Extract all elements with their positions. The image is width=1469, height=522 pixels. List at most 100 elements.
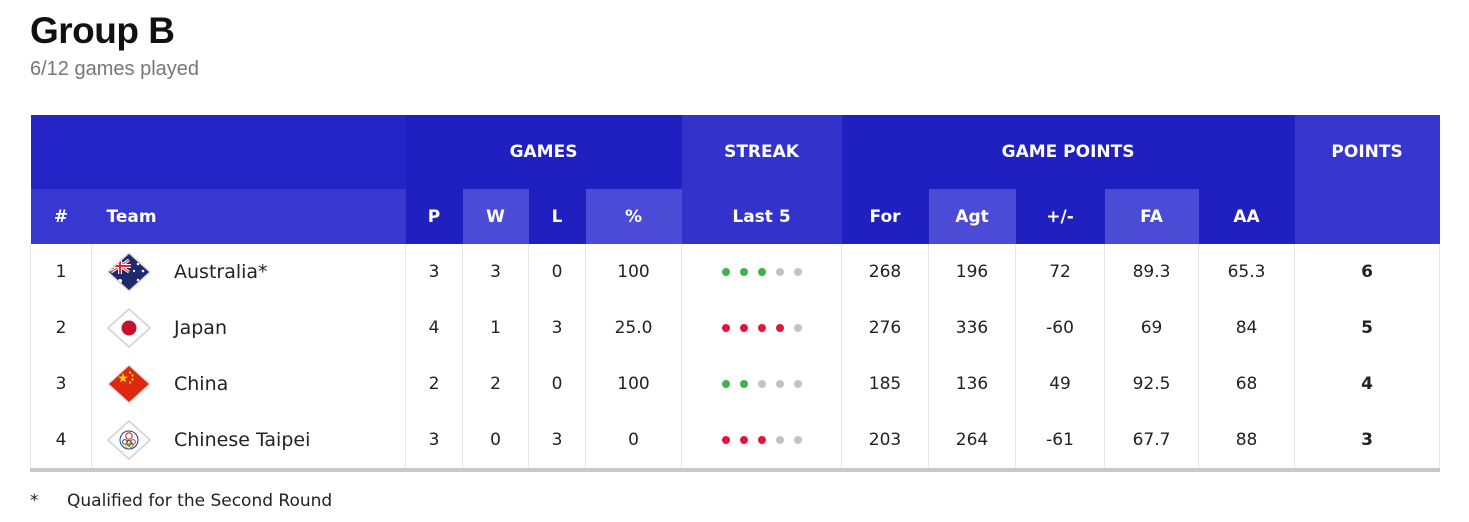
table-row[interactable]: 4 Chinese Taipei 3 0: [30, 412, 1441, 470]
points-against-cell: 336: [928, 300, 1017, 356]
win-dot: [721, 380, 730, 388]
loss-dot: [739, 436, 748, 444]
col-last5[interactable]: Last 5: [681, 189, 842, 244]
point-diff-cell: 72: [1015, 244, 1106, 300]
points-against-cell: 264: [928, 412, 1017, 470]
played-cell: 3: [405, 412, 463, 470]
rank-cell: 1: [30, 244, 92, 300]
points-against-cell: 136: [928, 356, 1017, 412]
wins-cell: 1: [462, 300, 529, 356]
rank-cell: 2: [30, 300, 92, 356]
standings-table: GAMES STREAK GAME POINTS POINTS # Team P…: [30, 115, 1441, 472]
col-points-for[interactable]: For: [841, 189, 929, 244]
unplayed-dot: [757, 380, 766, 388]
header-group-points: POINTS: [1294, 115, 1440, 189]
streak-cell: [681, 244, 843, 300]
win-dot: [739, 268, 748, 276]
header-group-row: GAMES STREAK GAME POINTS POINTS: [30, 115, 1440, 189]
table-row[interactable]: 3 China 2 2 0 100: [30, 356, 1441, 412]
team-name[interactable]: Chinese Taipei: [174, 429, 311, 451]
unplayed-dot: [793, 324, 802, 332]
chinese-taipei-flag-icon: [107, 420, 151, 460]
games-played-subtitle: 6/12 games played: [30, 58, 200, 80]
header-group-game-points: GAME POINTS: [841, 115, 1295, 189]
losses-cell: 3: [528, 300, 586, 356]
played-cell: 3: [405, 244, 463, 300]
footnote-marker: *: [30, 491, 39, 511]
col-point-diff[interactable]: +/-: [1015, 189, 1105, 244]
aa-cell: 84: [1198, 300, 1296, 356]
australia-flag-icon: [107, 252, 151, 292]
col-wins[interactable]: W: [462, 189, 529, 244]
col-fa[interactable]: FA: [1104, 189, 1199, 244]
point-diff-cell: -61: [1015, 412, 1106, 470]
rank-cell: 4: [30, 412, 92, 470]
wins-cell: 2: [462, 356, 529, 412]
rank-cell: 3: [30, 356, 92, 412]
point-diff-cell: 49: [1015, 356, 1106, 412]
col-win-pct[interactable]: %: [585, 189, 682, 244]
unplayed-dot: [793, 380, 802, 388]
table-row[interactable]: 1: [30, 244, 1441, 300]
win-pct-cell: 25.0: [585, 300, 683, 356]
col-rank[interactable]: #: [30, 189, 92, 244]
wins-cell: 0: [462, 412, 529, 470]
header-group-streak: STREAK: [681, 115, 842, 189]
fa-cell: 69: [1104, 300, 1200, 356]
win-pct-cell: 0: [585, 412, 683, 470]
aa-cell: 88: [1198, 412, 1296, 470]
loss-dot: [721, 324, 730, 332]
fa-cell: 67.7: [1104, 412, 1200, 470]
unplayed-dot: [793, 268, 802, 276]
loss-dot: [721, 436, 730, 444]
team-cell[interactable]: China: [91, 356, 406, 412]
streak-dots: [682, 324, 841, 332]
streak-dots: [682, 268, 841, 276]
aa-cell: 65.3: [1198, 244, 1296, 300]
fa-cell: 92.5: [1104, 356, 1200, 412]
fa-cell: 89.3: [1104, 244, 1200, 300]
china-flag-icon: [107, 364, 151, 404]
points-cell: 3: [1294, 412, 1441, 470]
streak-cell: [681, 356, 843, 412]
points-for-cell: 268: [841, 244, 930, 300]
header-column-row: # Team P W L % Last 5 For Agt +/- FA AA: [30, 189, 1440, 244]
streak-cell: [681, 412, 843, 470]
aa-cell: 68: [1198, 356, 1296, 412]
loss-dot: [757, 324, 766, 332]
header-group-games: GAMES: [405, 115, 682, 189]
points-for-cell: 276: [841, 300, 930, 356]
unplayed-dot: [793, 436, 802, 444]
streak-dots: [682, 436, 841, 444]
col-points-against[interactable]: Agt: [928, 189, 1016, 244]
team-cell[interactable]: Chinese Taipei: [91, 412, 406, 470]
col-losses[interactable]: L: [528, 189, 586, 244]
unplayed-dot: [775, 380, 784, 388]
point-diff-cell: -60: [1015, 300, 1106, 356]
header-blank: [30, 115, 406, 189]
points-cell: 6: [1294, 244, 1441, 300]
streak-cell: [681, 300, 843, 356]
streak-dots: [682, 380, 841, 388]
losses-cell: 0: [528, 356, 586, 412]
table-row[interactable]: 2 Japan 4 1 3 25.0 276 336 -60 69: [30, 300, 1441, 356]
team-name[interactable]: China: [174, 373, 229, 395]
unplayed-dot: [775, 268, 784, 276]
win-dot: [739, 380, 748, 388]
team-name[interactable]: Japan: [174, 317, 227, 339]
col-played[interactable]: P: [405, 189, 463, 244]
team-name[interactable]: Australia*: [174, 261, 268, 283]
col-team[interactable]: Team: [91, 189, 406, 244]
points-cell: 4: [1294, 356, 1441, 412]
wins-cell: 3: [462, 244, 529, 300]
team-cell[interactable]: Japan: [91, 300, 406, 356]
win-dot: [721, 268, 730, 276]
footnote-text: Qualified for the Second Round: [67, 491, 333, 511]
col-aa[interactable]: AA: [1198, 189, 1295, 244]
played-cell: 4: [405, 300, 463, 356]
points-against-cell: 196: [928, 244, 1017, 300]
losses-cell: 0: [528, 244, 586, 300]
footnote: * Qualified for the Second Round: [30, 491, 332, 511]
team-cell[interactable]: Australia*: [91, 244, 406, 300]
played-cell: 2: [405, 356, 463, 412]
